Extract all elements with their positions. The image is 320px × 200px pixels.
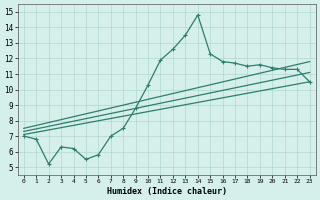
X-axis label: Humidex (Indice chaleur): Humidex (Indice chaleur): [107, 187, 227, 196]
